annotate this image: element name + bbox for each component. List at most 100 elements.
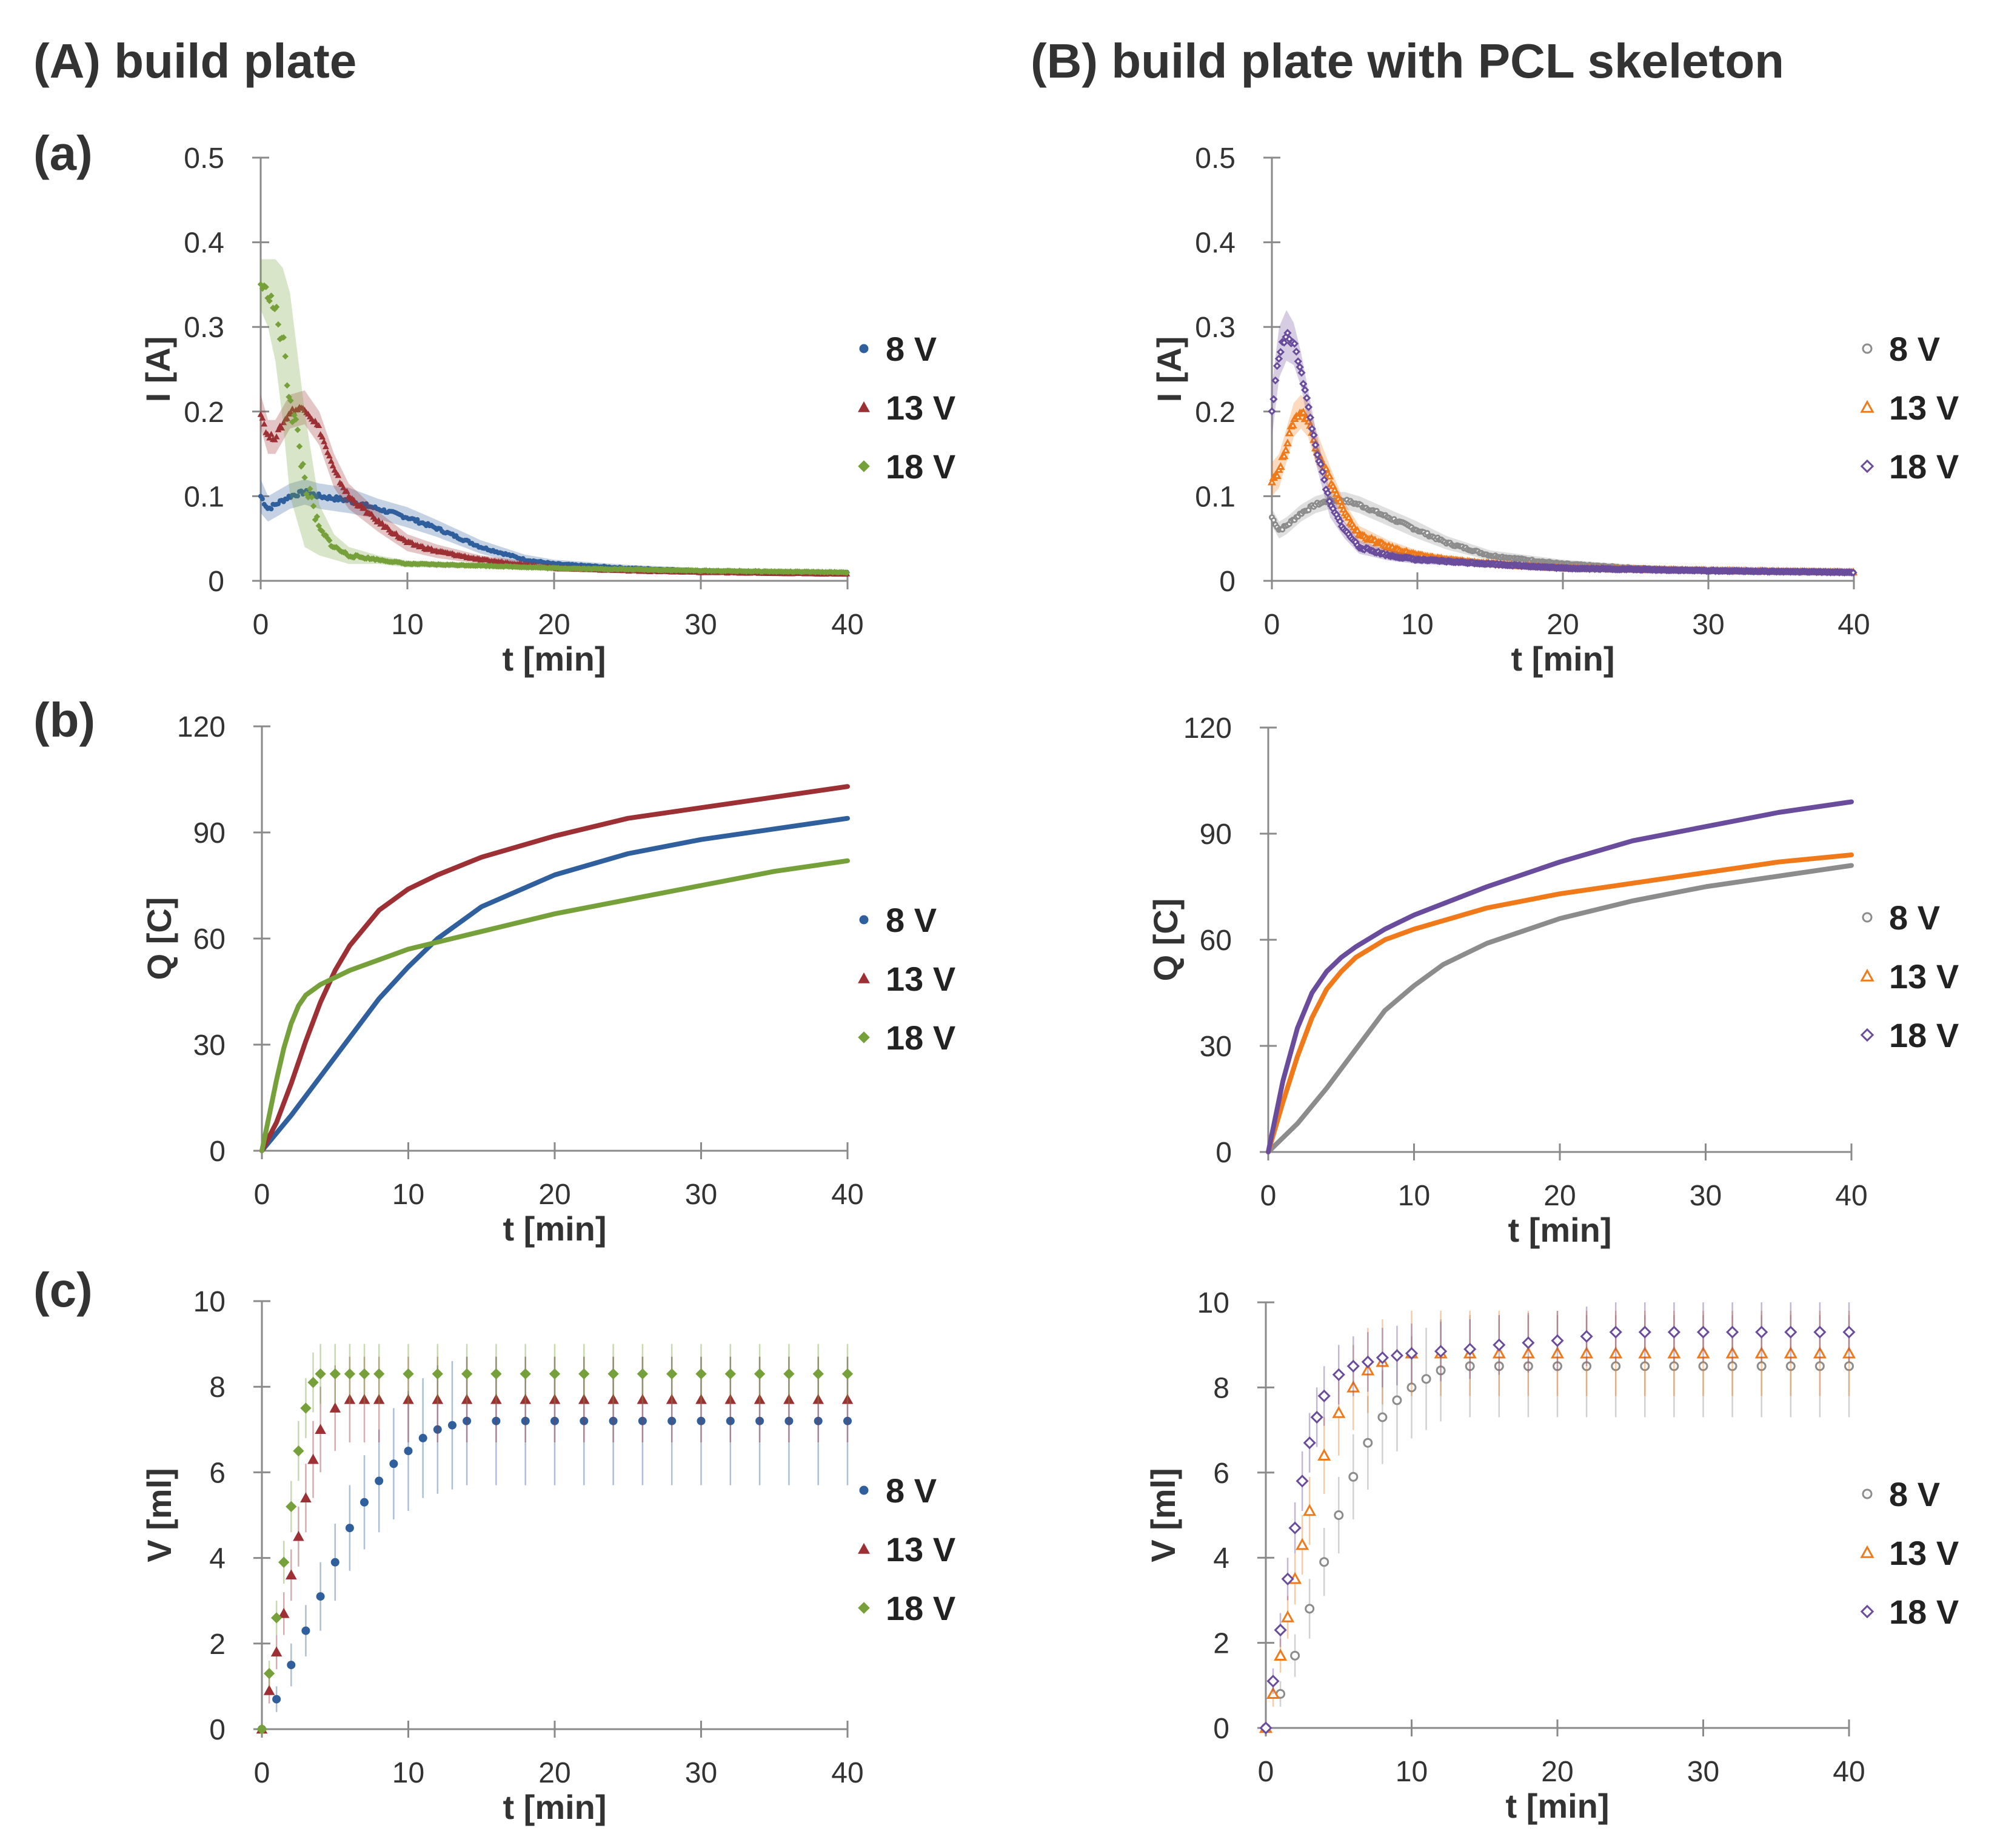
data-point xyxy=(1332,1405,1346,1418)
legend-label: 13 V xyxy=(1889,1534,1959,1572)
legend-marker xyxy=(1860,1545,1874,1558)
data-point xyxy=(1522,1336,1535,1350)
y-tick-label: 120 xyxy=(1183,712,1232,745)
data-point xyxy=(1310,1410,1323,1424)
x-tick-label: 40 xyxy=(831,609,863,641)
data-point xyxy=(637,1393,649,1404)
series-8v xyxy=(259,815,850,1153)
y-tick-label: 0.5 xyxy=(1195,142,1236,175)
data-point xyxy=(1269,395,1278,404)
data-point xyxy=(1317,1448,1331,1461)
data-point xyxy=(843,569,851,576)
legend-label: 8 V xyxy=(1889,1475,1940,1513)
data-point xyxy=(270,1612,283,1624)
data-point xyxy=(1296,1538,1309,1550)
panel-Ba-current: 0 0.1 0.2 0.3 0.4 0.5 0 10 20 30 40 t [min] I [A] 8 V… xyxy=(1150,142,1959,678)
y-tick-label: 0 xyxy=(1213,1713,1229,1745)
data-point xyxy=(1292,347,1300,356)
data-point xyxy=(1304,403,1313,412)
data-point xyxy=(1523,1361,1533,1371)
x-tick-label: 20 xyxy=(538,609,570,641)
data-point xyxy=(666,1368,678,1380)
data-point xyxy=(268,292,275,299)
data-point xyxy=(307,1376,319,1388)
data-point xyxy=(1272,361,1282,370)
y-tick-label: 2 xyxy=(1213,1628,1229,1660)
y-tick-label: 0.3 xyxy=(184,312,224,344)
row-label-c: (c) xyxy=(33,1263,93,1317)
data-point xyxy=(1266,1675,1280,1688)
data-point xyxy=(308,494,315,501)
data-point xyxy=(1551,1346,1564,1359)
data-point xyxy=(373,1368,385,1380)
data-point xyxy=(287,1661,296,1670)
legend-label: 8 V xyxy=(1889,899,1940,937)
data-point xyxy=(300,1402,312,1414)
legend-marker xyxy=(859,1485,869,1495)
data-point xyxy=(1320,475,1329,484)
x-tick-label: 0 xyxy=(254,1757,270,1789)
data-point xyxy=(404,1447,413,1456)
series-line xyxy=(1266,799,1854,1154)
data-point xyxy=(1303,1504,1317,1516)
data-point xyxy=(263,1685,275,1695)
x-tick-label: 40 xyxy=(831,1757,863,1789)
data-point xyxy=(1294,357,1302,366)
data-point xyxy=(278,1607,290,1618)
data-point xyxy=(358,1393,370,1404)
data-point xyxy=(1274,1623,1287,1637)
data-point xyxy=(379,520,386,526)
x-axis-label: t [min] xyxy=(1508,1211,1611,1249)
data-point xyxy=(1283,329,1292,337)
data-point xyxy=(448,1421,456,1430)
data-point xyxy=(1492,1346,1506,1359)
legend-label: 13 V xyxy=(1889,957,1959,996)
data-point xyxy=(1521,1346,1535,1359)
legend-marker xyxy=(1860,1604,1874,1619)
data-point xyxy=(270,1646,283,1657)
series-line xyxy=(1266,863,1854,1154)
data-point xyxy=(550,1416,559,1425)
data-point xyxy=(292,416,299,423)
data-point xyxy=(1346,1380,1360,1393)
data-point xyxy=(289,405,296,412)
x-tick-label: 0 xyxy=(253,609,269,641)
data-point xyxy=(1283,438,1292,447)
legend-label: 8 V xyxy=(886,1471,937,1510)
panel-Ac-volume: 0 2 4 6 8 10 0 10 20 30 40 t [min] V [ml] 8 V 13 V 18 V xyxy=(140,1286,955,1826)
y-tick-label: 0.4 xyxy=(184,227,224,259)
data-point xyxy=(812,1368,824,1380)
data-point xyxy=(1406,1382,1417,1393)
panel-Bc-volume: 0 2 4 6 8 10 0 10 20 30 40 t [min] V [ml] 8 V 13 V 18 V xyxy=(1144,1287,1959,1825)
data-point xyxy=(1281,1610,1295,1622)
data-point xyxy=(1268,407,1276,416)
data-point xyxy=(1306,413,1315,422)
x-tick-label: 0 xyxy=(1264,609,1280,641)
y-tick-label: 60 xyxy=(1200,925,1232,957)
data-point xyxy=(1309,435,1319,443)
data-point xyxy=(726,1416,735,1425)
data-point xyxy=(1296,363,1304,372)
data-point xyxy=(287,397,294,404)
data-point xyxy=(1725,1346,1739,1359)
x-tick-label: 0 xyxy=(254,1179,270,1211)
x-tick-label: 30 xyxy=(1690,1180,1722,1212)
y-axis-label: V [ml] xyxy=(1144,1468,1182,1562)
data-point xyxy=(1302,393,1311,403)
series-13v xyxy=(1259,1311,1856,1733)
data-point xyxy=(358,1368,370,1380)
y-tick-label: 8 xyxy=(209,1371,226,1404)
x-tick-label: 20 xyxy=(1547,609,1579,641)
data-point xyxy=(315,1424,326,1435)
data-point xyxy=(1274,354,1283,363)
data-point xyxy=(1308,424,1316,433)
x-tick-label: 20 xyxy=(538,1757,570,1789)
data-point xyxy=(463,1416,472,1425)
y-axis-label: Q [C] xyxy=(140,897,178,980)
x-tick-label: 40 xyxy=(1837,609,1870,641)
data-point xyxy=(520,1393,531,1404)
x-tick-label: 40 xyxy=(831,1179,863,1211)
data-point xyxy=(1285,428,1294,437)
data-point xyxy=(841,1368,854,1380)
